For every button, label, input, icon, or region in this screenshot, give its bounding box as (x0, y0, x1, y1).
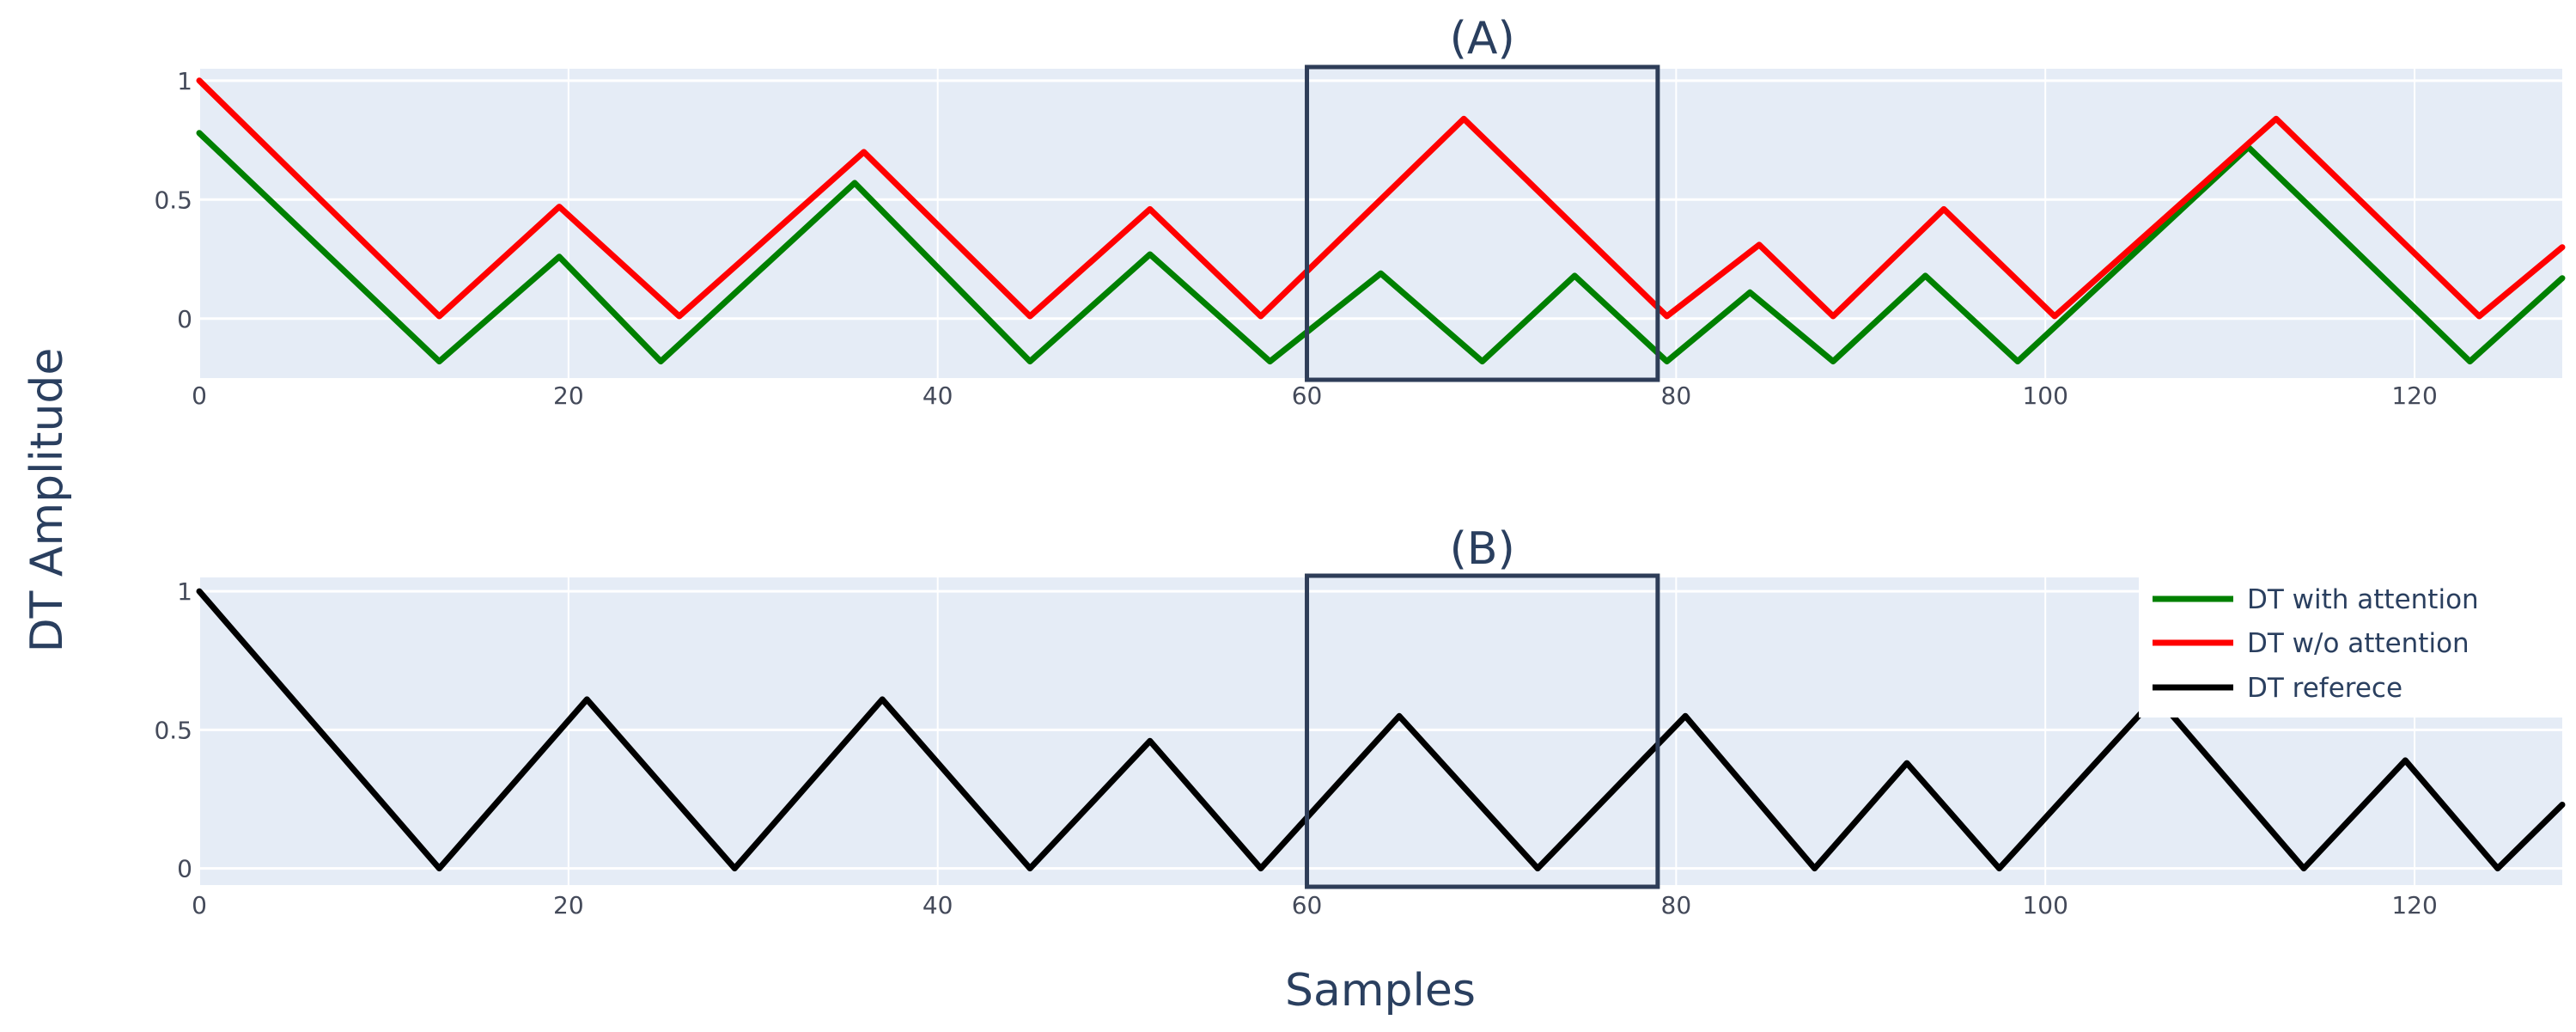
x-tick-label-a-4: 80 (1661, 382, 1692, 410)
y-tick-label-a-0: 0 (177, 305, 192, 333)
x-tick-label-a-2: 40 (923, 382, 953, 410)
x-axis-title: Samples (1285, 965, 1476, 1017)
x-tick-label-b-4: 80 (1661, 891, 1692, 919)
panel-a: 0 20 40 60 80 100 120 0 0.5 1 (A) (154, 13, 2566, 410)
x-tick-label-a-0: 0 (192, 382, 207, 410)
y-tick-label-b-2: 1 (177, 577, 192, 606)
x-tick-label-a-3: 60 (1292, 382, 1323, 410)
y-tick-label-b-1: 0.5 (154, 716, 192, 744)
plot-area-a (199, 69, 2562, 378)
highlight-box-a (1305, 64, 1660, 382)
x-tick-label-b-2: 40 (923, 891, 953, 919)
y-tick-label-a-2: 1 (177, 67, 192, 95)
x-tick-label-b-1: 20 (553, 891, 584, 919)
x-tick-label-b-5: 100 (2022, 891, 2067, 919)
legend-label-2: DT referece (2247, 673, 2402, 704)
series-line-a-1 (196, 77, 2566, 320)
legend: DT with attention DT w/o attention DT re… (2139, 571, 2576, 718)
series-line-b-0 (196, 588, 2566, 872)
x-tick-label-a-5: 100 (2022, 382, 2067, 410)
x-tick-label-a-1: 20 (553, 382, 584, 410)
x-tick-label-a-6: 120 (2391, 382, 2437, 410)
panel-title-a: (A) (1450, 13, 1515, 64)
y-tick-label-b-0: 0 (177, 855, 192, 883)
panel-title-b: (B) (1450, 523, 1515, 575)
x-tick-label-b-3: 60 (1292, 891, 1323, 919)
y-tick-label-a-1: 0.5 (154, 186, 192, 214)
x-tick-label-b-0: 0 (192, 891, 207, 919)
legend-label-0: DT with attention (2247, 584, 2479, 615)
highlight-box-b (1305, 573, 1660, 889)
series-line-a-0 (196, 130, 2566, 365)
legend-label-1: DT w/o attention (2247, 628, 2469, 659)
x-tick-label-b-6: 120 (2391, 891, 2437, 919)
y-axis-title: DT Amplitude (21, 348, 73, 653)
